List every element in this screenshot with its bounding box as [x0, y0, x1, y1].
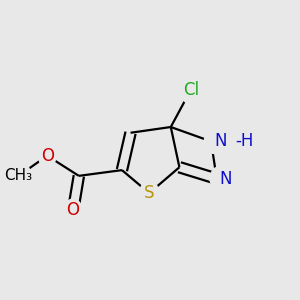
Text: O: O	[67, 201, 80, 219]
Text: Cl: Cl	[183, 81, 199, 99]
Ellipse shape	[204, 129, 224, 153]
Text: -H: -H	[236, 132, 254, 150]
Ellipse shape	[140, 181, 159, 205]
Text: S: S	[144, 184, 154, 202]
Ellipse shape	[180, 76, 202, 104]
Ellipse shape	[7, 160, 31, 191]
Ellipse shape	[210, 167, 229, 191]
Text: N: N	[214, 132, 226, 150]
Ellipse shape	[38, 145, 56, 167]
Text: N: N	[220, 170, 232, 188]
Text: O: O	[41, 147, 54, 165]
Text: CH₃: CH₃	[4, 168, 32, 183]
Ellipse shape	[64, 199, 82, 222]
